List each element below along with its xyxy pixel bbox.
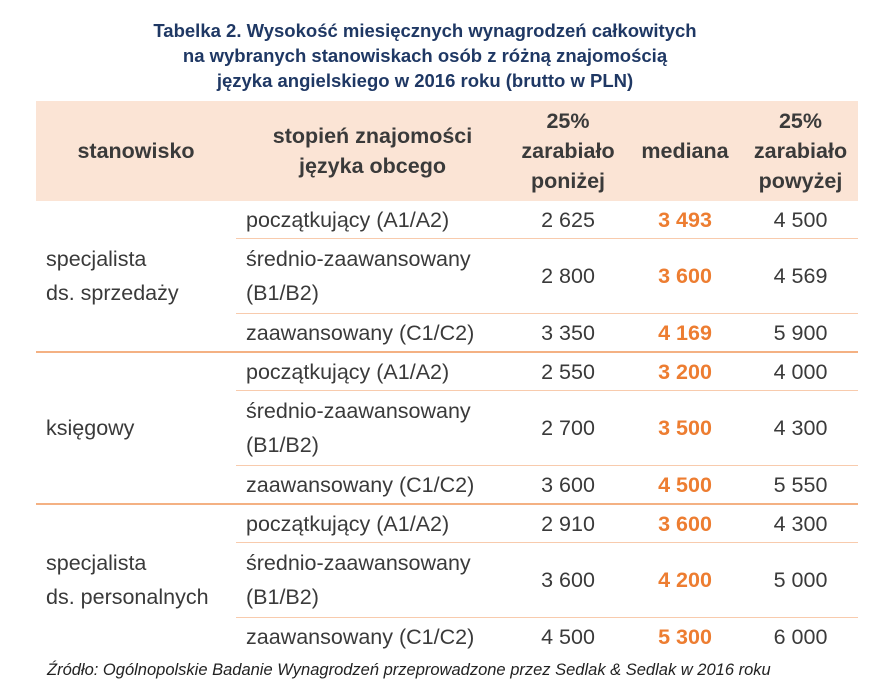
table-row: zaawansowany (C1/C2) 4 500 5 300 6 000 xyxy=(36,617,858,655)
median-cell: 4 500 xyxy=(627,465,743,504)
high-cell: 5 000 xyxy=(743,542,858,618)
low-cell: 2 625 xyxy=(541,207,595,232)
level-cell: średnio-zaawansowany (B1/B2) xyxy=(236,238,509,314)
median-cell: 3 200 xyxy=(627,351,743,391)
level-label: średnio-zaawansowany xyxy=(246,399,471,423)
high-cell: 4 000 xyxy=(743,351,858,391)
position-label: ds. personalnych xyxy=(46,585,209,609)
level-label: początkujący (A1/A2) xyxy=(246,359,450,384)
table-title-line: języka angielskiego w 2016 roku (brutto … xyxy=(216,70,634,91)
level-label: średnio-zaawansowany xyxy=(246,247,471,271)
high-cell: 4 569 xyxy=(743,238,858,314)
level-label: (B1/B2) xyxy=(246,585,319,609)
position-cell: specjalista ds. sprzedaży xyxy=(36,201,236,352)
low-cell: 3 600 xyxy=(509,542,627,618)
level-label: zaawansowany (C1/C2) xyxy=(246,472,475,497)
table-row: średnio-zaawansowany (B1/B2) 3 600 4 200… xyxy=(36,542,858,618)
position-label: specjalista xyxy=(46,247,147,271)
table-row: średnio-zaawansowany (B1/B2) 2 700 3 500… xyxy=(36,390,858,466)
table-row: specjalista ds. personalnych początkując… xyxy=(36,503,858,655)
position-label: księgowy xyxy=(46,416,135,440)
table-title-line: na wybranych stanowiskach osób z różną z… xyxy=(182,45,668,66)
high-cell: 4 300 xyxy=(743,390,858,466)
header-median: mediana xyxy=(627,101,743,201)
table-body: specjalista ds. sprzedaży początkujący (… xyxy=(36,201,858,655)
position-label: ds. sprzedaży xyxy=(46,281,179,305)
header-high-quartile: 25% zarabiało powyżej xyxy=(743,101,858,201)
level-cell: zaawansowany (C1/C2) xyxy=(236,617,509,655)
header-language-level: stopień znajomości języka obcego xyxy=(236,101,509,201)
median-cell: 3 500 xyxy=(627,390,743,466)
table-title-line: Tabelka 2. Wysokość miesięcznych wynagro… xyxy=(153,20,697,41)
median-cell: 4 169 xyxy=(627,313,743,352)
low-cell: 2 550 xyxy=(509,351,627,391)
high-cell: 6 000 xyxy=(743,617,858,655)
level-cell: zaawansowany (C1/C2) xyxy=(236,313,509,352)
level-label: początkujący (A1/A2) xyxy=(246,207,450,232)
header-low-quartile: 25% zarabiało poniżej xyxy=(509,101,627,201)
position-cell: księgowy xyxy=(36,351,236,504)
low-cell: 3 600 xyxy=(509,465,627,504)
median-cell: 3 600 xyxy=(627,238,743,314)
high-cell: 5 900 xyxy=(743,313,858,352)
median-cell: 4 200 xyxy=(627,542,743,618)
low-cell: 2 800 xyxy=(509,238,627,314)
level-cell: początkujący (A1/A2) xyxy=(236,351,509,391)
low-cell: 2 700 xyxy=(509,390,627,466)
low-cell: 4 500 xyxy=(509,617,627,655)
median-cell: 5 300 xyxy=(627,617,743,655)
level-label: średnio-zaawansowany xyxy=(246,551,471,575)
table-row: zaawansowany (C1/C2) 3 350 4 169 5 900 xyxy=(36,313,858,352)
level-cell: zaawansowany (C1/C2) xyxy=(236,465,509,504)
high-cell: 4 300 xyxy=(743,503,858,543)
level-label: zaawansowany (C1/C2) xyxy=(246,624,475,649)
level-label: początkujący (A1/A2) xyxy=(246,511,450,536)
level-cell: początkujący (A1/A2) xyxy=(236,201,509,239)
level-label: (B1/B2) xyxy=(246,281,319,305)
table-row: zaawansowany (C1/C2) 3 600 4 500 5 550 xyxy=(36,465,858,504)
position-cell: specjalista ds. personalnych xyxy=(36,503,236,655)
salary-table: stanowisko stopień znajomości języka obc… xyxy=(36,101,858,655)
table-row: księgowy początkujący (A1/A2) 2 550 3 20… xyxy=(36,351,858,504)
header-row: stanowisko stopień znajomości języka obc… xyxy=(36,101,858,201)
source-note: Źródło: Ogólnopolskie Badanie Wynagrodze… xyxy=(47,661,771,679)
position-label: specjalista xyxy=(46,551,147,575)
level-cell: początkujący (A1/A2) xyxy=(236,503,509,543)
header-position: stanowisko xyxy=(36,101,236,201)
table-row: średnio-zaawansowany (B1/B2) 2 800 3 600… xyxy=(36,238,858,314)
level-label: (B1/B2) xyxy=(246,433,319,457)
median-cell: 3 493 xyxy=(658,207,712,232)
table-title: Tabelka 2. Wysokość miesięcznych wynagro… xyxy=(0,18,850,93)
low-cell: 2 910 xyxy=(509,503,627,543)
level-cell: średnio-zaawansowany (B1/B2) xyxy=(236,542,509,618)
low-cell: 3 350 xyxy=(509,313,627,352)
level-cell: średnio-zaawansowany (B1/B2) xyxy=(236,390,509,466)
median-cell: 3 600 xyxy=(627,503,743,543)
table-row: specjalista ds. sprzedaży początkujący (… xyxy=(36,201,858,306)
level-label: zaawansowany (C1/C2) xyxy=(246,320,475,345)
high-cell: 4 500 xyxy=(773,207,828,232)
high-cell: 5 550 xyxy=(743,465,858,504)
